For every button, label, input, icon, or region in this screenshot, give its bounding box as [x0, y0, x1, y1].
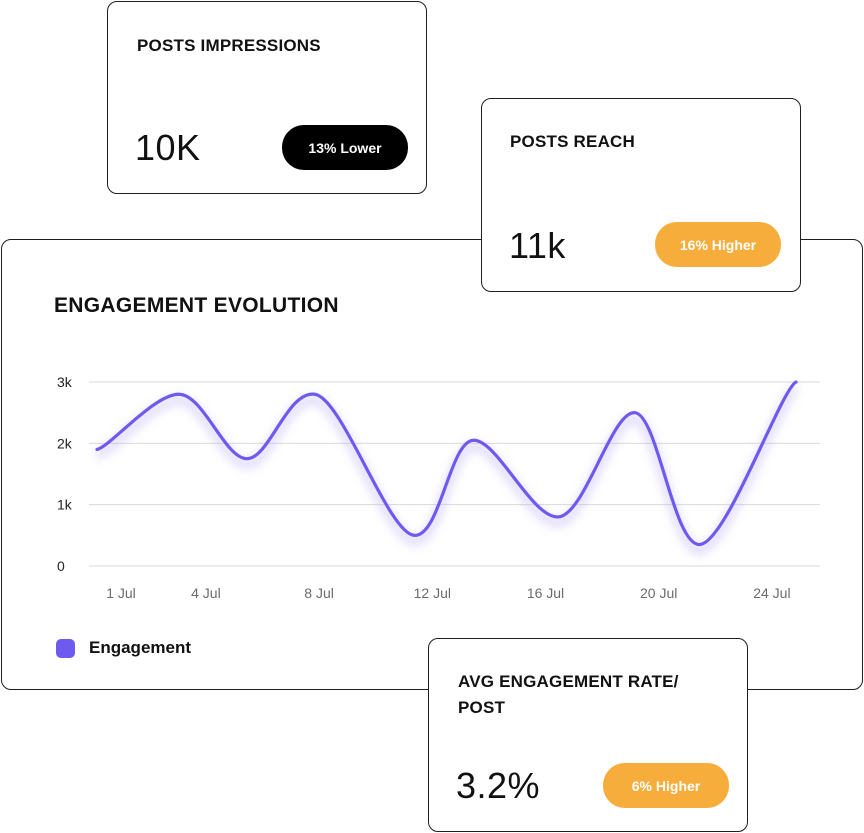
avg-engagement-rate-card: AVG ENGAGEMENT RATE/ POST 3.2% 6% Higher	[428, 638, 748, 832]
avg-engagement-rate-badge: 6% Higher	[603, 763, 729, 808]
x-tick-label: 8 Jul	[304, 585, 334, 601]
legend-swatch-engagement	[56, 638, 75, 658]
x-tick-label: 1 Jul	[106, 585, 136, 601]
chart-legend: Engagement	[56, 638, 191, 658]
posts-reach-badge: 16% Higher	[655, 222, 781, 267]
y-tick-label: 2k	[57, 435, 73, 451]
posts-reach-value: 11k	[509, 225, 566, 266]
engagement-line-shadow	[95, 384, 799, 555]
avg-engagement-rate-title: AVG ENGAGEMENT RATE/ POST	[458, 672, 679, 717]
posts-impressions-card: POSTS IMPRESSIONS 10K 13% Lower	[107, 1, 427, 194]
x-tick-label: 24 Jul	[753, 585, 790, 601]
x-tick-label: 12 Jul	[414, 585, 451, 601]
y-tick-label: 1k	[57, 497, 73, 513]
posts-impressions-title: POSTS IMPRESSIONS	[137, 36, 321, 55]
engagement-line-chart: 0 1k 2k 3k 1 Jul 4 Jul 8 Jul 12 Jul 16 Jul 20 Jul…	[57, 374, 820, 601]
y-tick-label: 0	[57, 558, 65, 574]
x-tick-label: 4 Jul	[191, 585, 221, 601]
engagement-series-line	[95, 380, 798, 547]
avg-engagement-rate-value: 3.2%	[456, 765, 541, 806]
x-tick-label: 20 Jul	[640, 585, 677, 601]
posts-reach-card: POSTS REACH 11k 16% Higher	[481, 98, 801, 292]
chart-title: ENGAGEMENT EVOLUTION	[54, 294, 339, 317]
legend-label-engagement: Engagement	[89, 638, 192, 657]
y-tick-label: 3k	[57, 374, 73, 390]
posts-impressions-value: 10K	[135, 127, 201, 168]
x-tick-label: 16 Jul	[527, 585, 564, 601]
engagement-chart-card: ENGAGEMENT EVOLUTION 0 1k 2k 3k 1 Jul 4 Jul 8 …	[1, 239, 863, 690]
posts-impressions-badge: 13% Lower	[282, 125, 408, 170]
posts-reach-title: POSTS REACH	[510, 132, 635, 151]
